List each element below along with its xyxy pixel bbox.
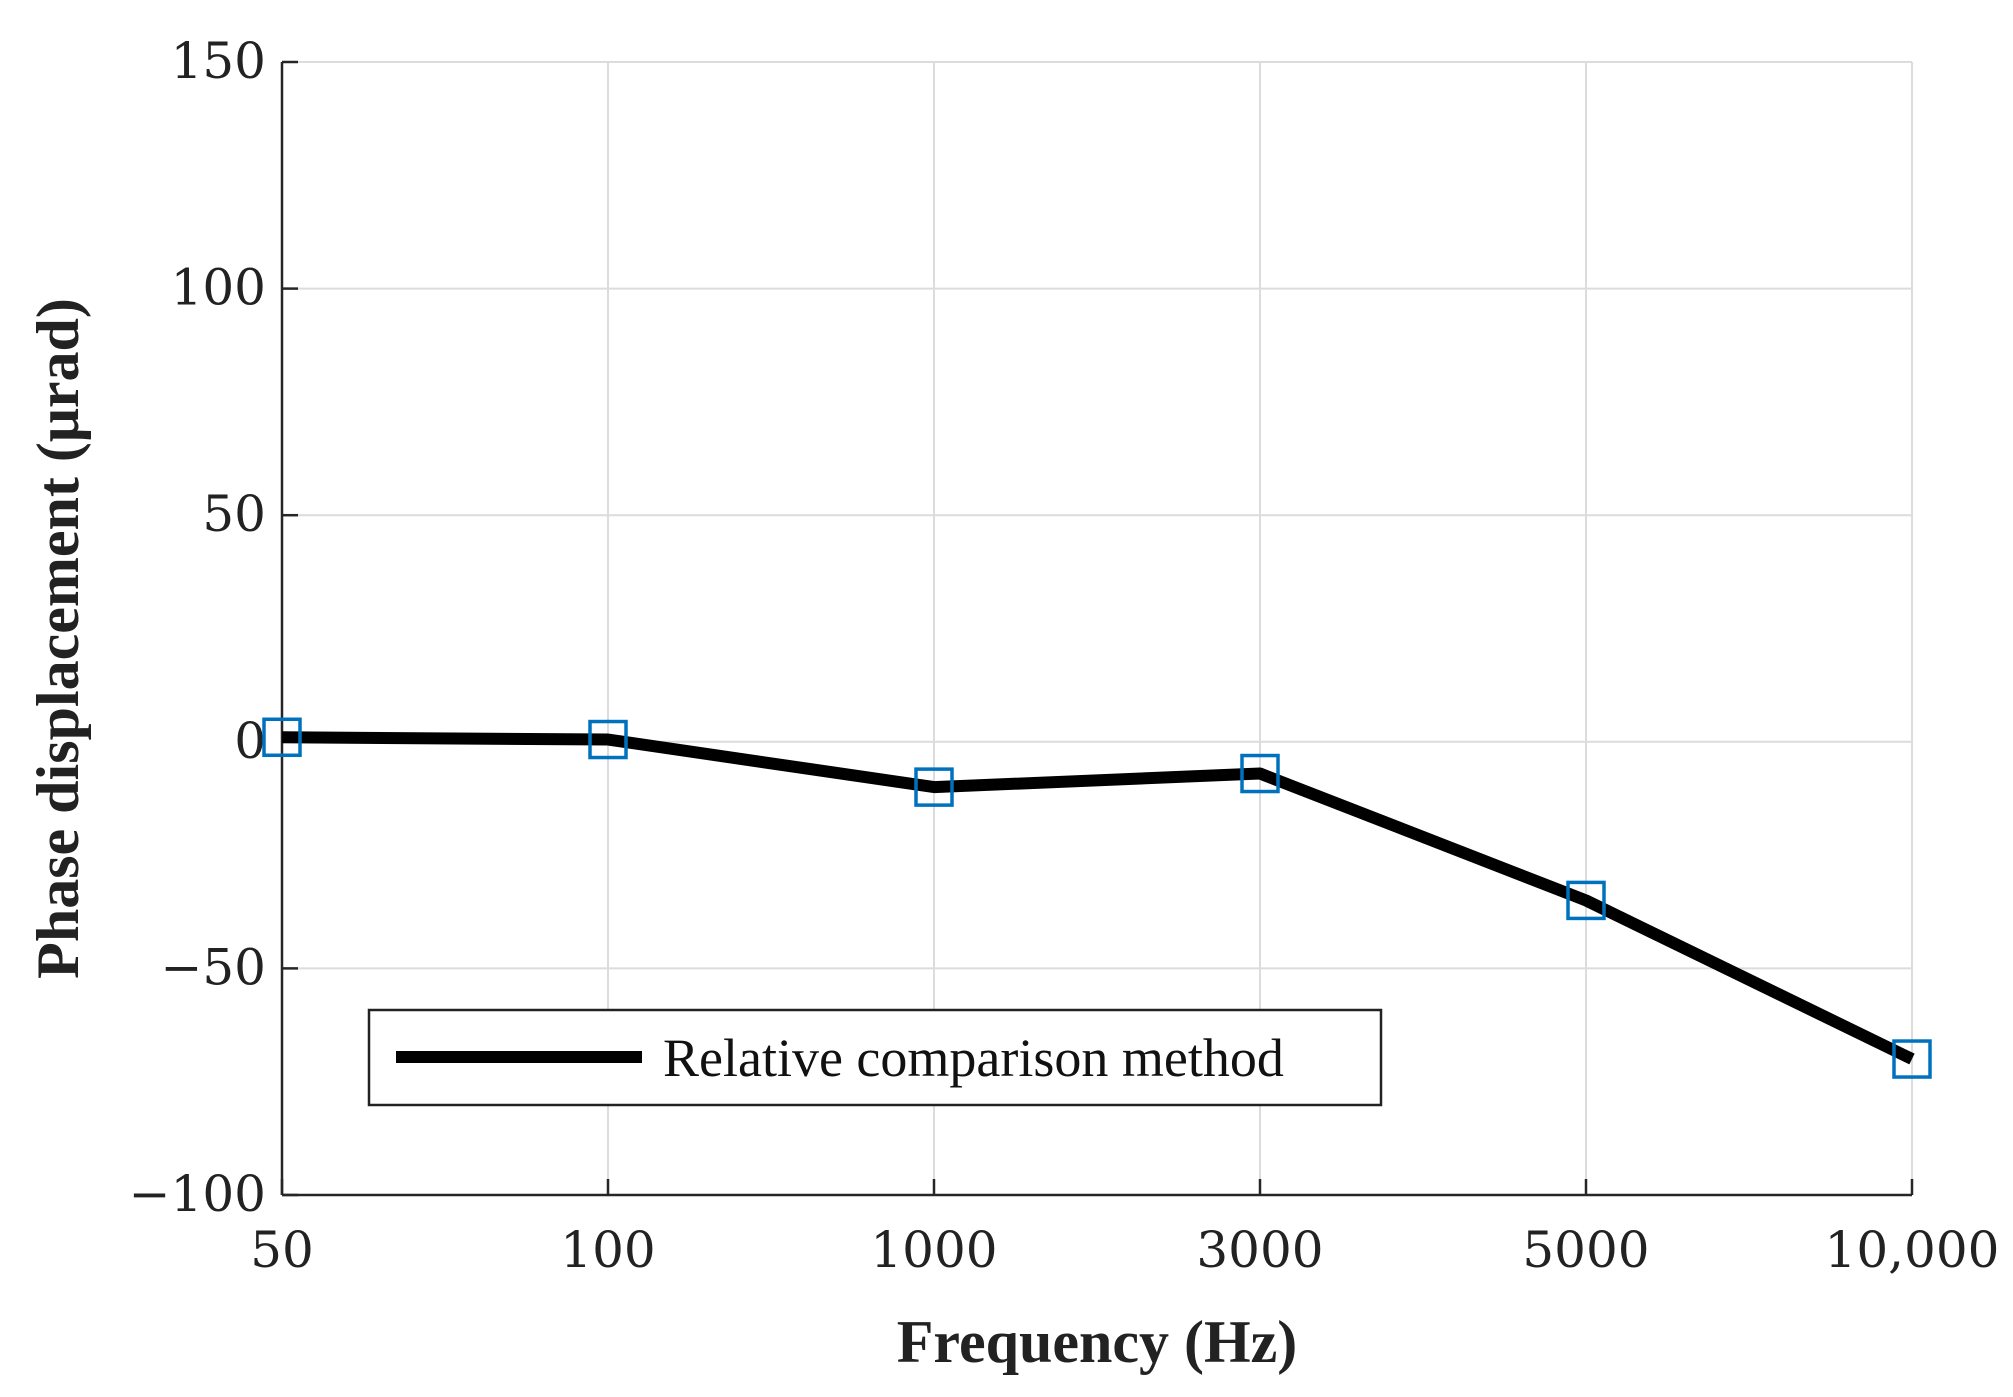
data-point-marker-5 [1892, 1039, 1932, 1079]
series-group [262, 717, 1932, 1079]
data-point-marker-2 [914, 767, 954, 807]
x-tick-label-5: 10,000 [1825, 1221, 2000, 1279]
x-axis-title: Frequency (Hz) [897, 1309, 1297, 1375]
axes [280, 62, 1912, 1197]
x-tick-label-0: 50 [250, 1221, 314, 1279]
y-tick-label-0: 150 [171, 32, 266, 90]
y-tick-label-3: 0 [234, 712, 266, 770]
data-point-marker-3 [1240, 753, 1280, 794]
x-axis-ticks: 50 100 1000 3000 5000 10,000 [250, 1179, 1999, 1279]
y-tick-label-1: 100 [171, 259, 266, 317]
x-tick-label-4: 5000 [1522, 1221, 1649, 1279]
y-tick-label-4: −50 [160, 938, 266, 996]
y-axis-ticks: 150 100 50 0 −50 −100 [129, 32, 298, 1223]
series-line-0 [281, 731, 1915, 1065]
legend-label: Relative comparison method [663, 1028, 1284, 1088]
y-axis-title: Phase displacement (μrad) [25, 298, 91, 979]
x-tick-label-1: 100 [560, 1221, 655, 1279]
legend: Relative comparison method [367, 1008, 1383, 1107]
y-tick-label-5: −100 [129, 1165, 266, 1223]
x-tick-label-2: 1000 [870, 1221, 997, 1279]
data-point-marker-1 [588, 719, 628, 760]
plot-area [282, 62, 1912, 1195]
data-point-marker-4 [1566, 880, 1606, 921]
x-tick-label-3: 3000 [1196, 1221, 1323, 1279]
y-tick-label-2: 50 [202, 485, 266, 543]
data-point-marker-0 [262, 717, 302, 758]
